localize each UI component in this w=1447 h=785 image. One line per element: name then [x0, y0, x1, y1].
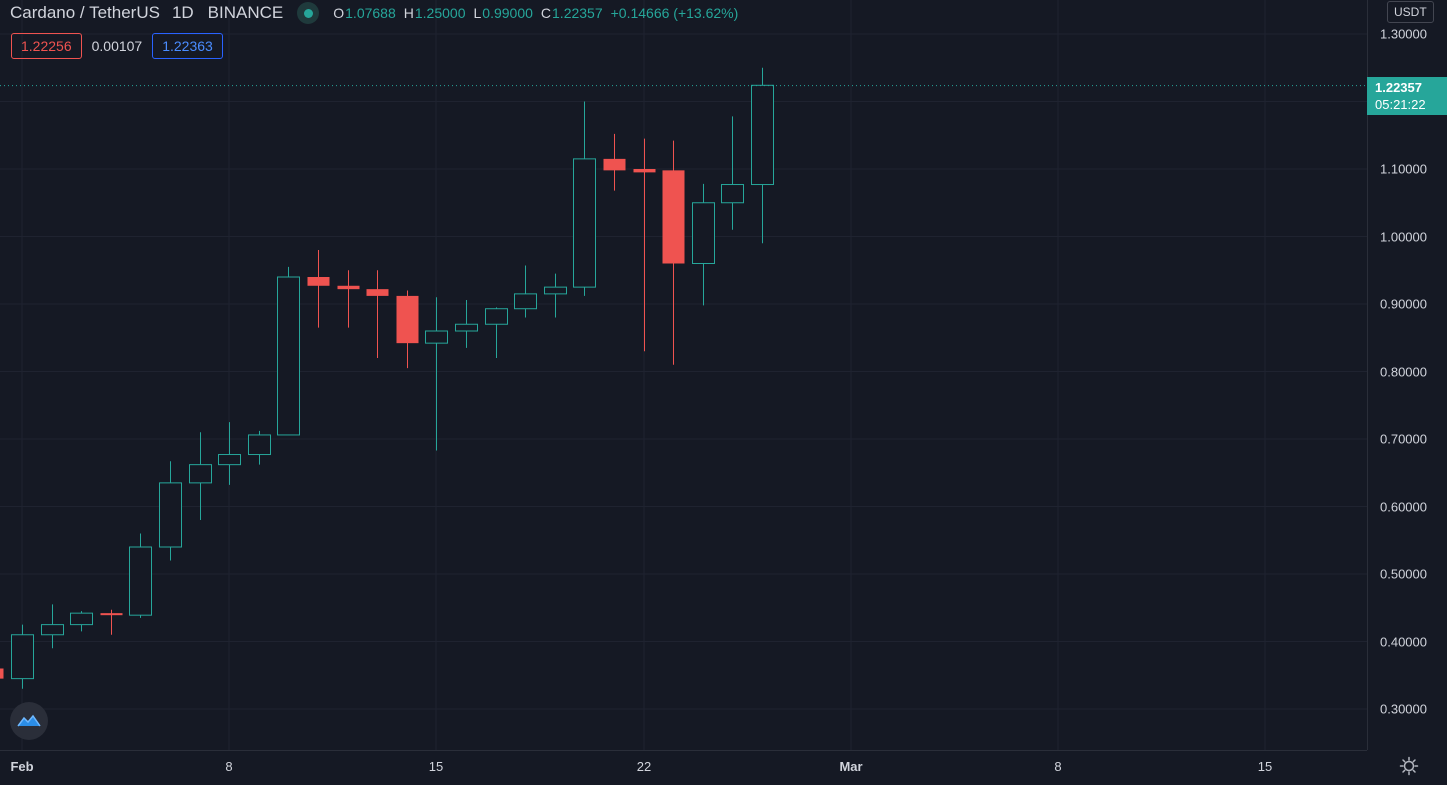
last-price-label: 1.22357 05:21:22	[1367, 77, 1447, 115]
candle-body	[455, 323, 478, 332]
candle-body	[11, 634, 34, 680]
timeframe-label[interactable]: 1D	[171, 3, 194, 22]
candle-body	[603, 158, 626, 171]
candle	[721, 116, 744, 230]
candle	[751, 67, 774, 244]
candle	[514, 265, 537, 318]
spread-value: 0.00107	[91, 38, 143, 54]
price-tick-label: 0.30000	[1380, 701, 1427, 717]
time-tick-label: Mar	[839, 759, 863, 774]
candle-body	[366, 289, 389, 296]
candle-body	[159, 482, 182, 548]
candle-body	[277, 276, 300, 436]
symbol-legend: Cardano / TetherUS · 1D BINANCE O1.07688…	[10, 2, 738, 24]
candle	[544, 273, 567, 318]
candlestick-chart[interactable]	[0, 0, 1367, 750]
candle-body	[307, 277, 330, 286]
ohlc-close: C1.22357	[540, 5, 603, 21]
candle-body	[751, 84, 774, 186]
candle-body	[41, 624, 64, 636]
candle-body	[544, 286, 567, 295]
time-tick-label: 22	[636, 759, 652, 774]
candle	[396, 290, 419, 369]
candle-body	[633, 169, 656, 173]
buy-price-button[interactable]: 1.22363	[152, 33, 223, 59]
candle	[633, 138, 656, 352]
quote-row: 1.22256 0.00107 1.22363	[11, 33, 223, 59]
candle	[425, 297, 448, 451]
candle-body	[0, 668, 4, 679]
candle-body	[514, 293, 537, 310]
candle	[0, 668, 4, 679]
settings-gear-icon[interactable]	[1398, 755, 1420, 777]
currency-button[interactable]: USDT	[1387, 1, 1434, 23]
tradingview-logo-icon[interactable]	[10, 702, 48, 740]
price-tick-label: 1.10000	[1380, 161, 1427, 177]
price-axis[interactable]: 1.30000 1.10000 1.00000 0.90000 0.80000 0.700…	[1367, 0, 1447, 750]
time-tick-label: 15	[1257, 759, 1273, 774]
candle	[159, 461, 182, 561]
candle-body	[337, 285, 360, 290]
candle	[129, 533, 152, 618]
candle-body	[692, 202, 715, 264]
candle-body	[662, 170, 685, 264]
exchange-label: BINANCE	[207, 3, 284, 22]
candle	[189, 432, 212, 520]
price-tick-label: 0.50000	[1380, 566, 1427, 582]
ohlc-low: L0.99000	[473, 5, 533, 21]
time-tick-label: 8	[225, 759, 233, 774]
candle	[366, 270, 389, 358]
candle-body	[485, 308, 508, 325]
price-tick-label: 0.90000	[1380, 296, 1427, 312]
price-tick-label: 0.60000	[1380, 499, 1427, 514]
candle	[41, 604, 64, 649]
candle	[277, 266, 300, 436]
candle	[485, 307, 508, 358]
candle	[248, 430, 271, 465]
time-tick-label: 15	[428, 759, 444, 774]
candle	[100, 609, 123, 635]
candle-body	[189, 464, 212, 484]
time-axis[interactable]: Feb 8 15 22 Mar 8 15	[0, 750, 1367, 785]
time-tick-label: 8	[1054, 759, 1062, 774]
chart-pane[interactable]	[0, 0, 1367, 750]
candle-body	[129, 546, 152, 616]
ohlc-high: H1.25000	[403, 5, 466, 21]
candle	[662, 140, 685, 365]
candle	[692, 183, 715, 306]
bar-countdown: 05:21:22	[1375, 97, 1426, 112]
price-tick-label: 1.30000	[1380, 26, 1427, 42]
candle	[337, 270, 360, 328]
ohlc-open: O1.07688	[333, 5, 396, 21]
market-open-dot-icon	[297, 2, 320, 24]
candle-body	[721, 184, 744, 204]
price-tick-label: 0.40000	[1380, 634, 1427, 649]
candle-body	[248, 434, 271, 456]
candle	[573, 101, 596, 296]
price-tick-label: 0.80000	[1380, 364, 1427, 379]
ohlc-values: O1.07688 H1.25000 L0.99000 C1.22357 +0.1…	[333, 5, 738, 21]
candle	[70, 611, 93, 632]
candle	[307, 250, 330, 328]
candle	[11, 624, 34, 689]
candle-body	[396, 295, 419, 344]
time-tick-label: Feb	[10, 759, 34, 774]
price-tick-label: 0.70000	[1380, 431, 1427, 447]
candle	[218, 422, 241, 485]
price-tick-label: 1.00000	[1380, 229, 1427, 244]
last-price-value: 1.22357	[1375, 80, 1422, 95]
candle-body	[573, 158, 596, 288]
candle	[603, 133, 626, 191]
sell-price-button[interactable]: 1.22256	[11, 33, 82, 59]
candle-body	[100, 613, 123, 616]
candle-body	[70, 612, 93, 626]
symbol-name[interactable]: Cardano / TetherUS	[10, 3, 160, 22]
candle	[455, 299, 478, 348]
candle-body	[218, 454, 241, 466]
candle-body	[425, 330, 448, 344]
ohlc-change: +0.14666 (+13.62%)	[610, 5, 739, 21]
